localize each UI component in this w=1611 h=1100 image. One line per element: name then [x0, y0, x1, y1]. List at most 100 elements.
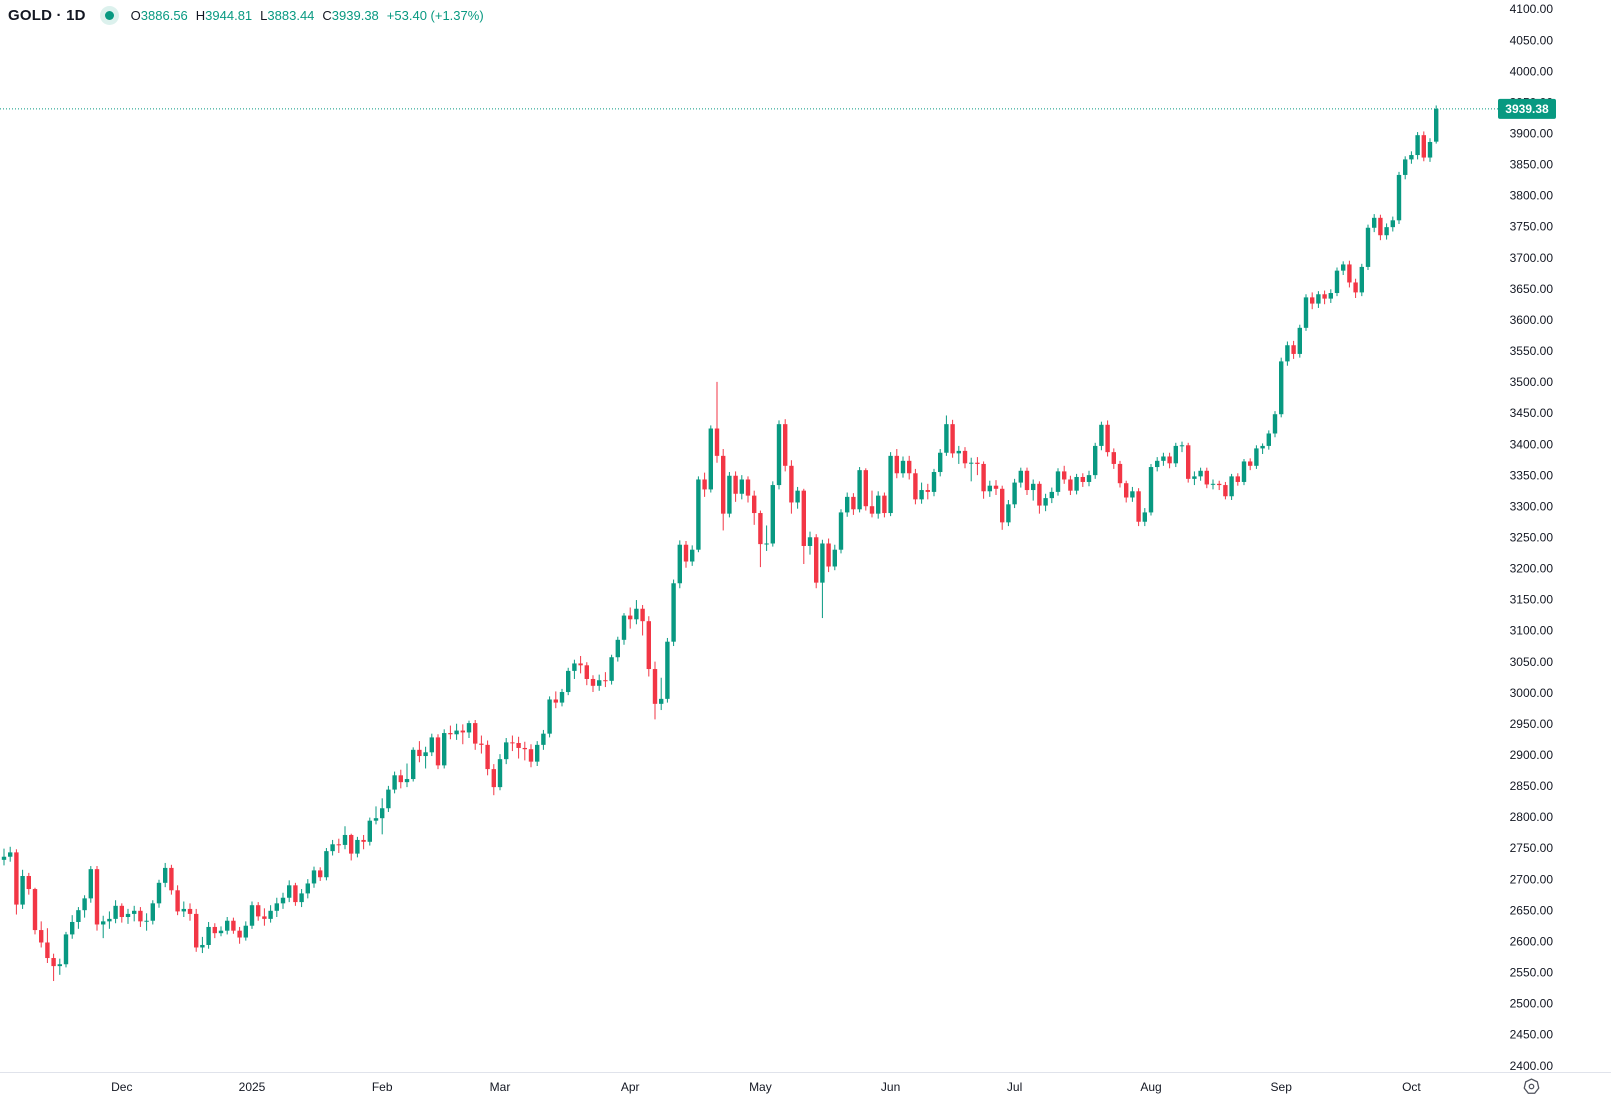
candle — [1117, 460, 1123, 488]
candle — [206, 921, 211, 949]
candle — [1316, 291, 1321, 308]
candle — [107, 911, 112, 929]
candle — [975, 457, 980, 476]
price-tick-label: 2600.00 — [1510, 934, 1554, 948]
candle — [739, 475, 744, 500]
candle — [101, 915, 106, 939]
price-axis[interactable]: 4100.004050.004000.003950.003900.003850.… — [1510, 2, 1554, 1073]
candle — [752, 490, 757, 525]
candle — [1080, 473, 1085, 487]
candle — [262, 908, 267, 926]
candle — [814, 534, 819, 589]
candle — [1378, 214, 1383, 241]
candle — [1217, 480, 1222, 491]
candle — [1365, 224, 1371, 271]
candle — [956, 445, 961, 464]
candle — [181, 901, 186, 918]
candle — [1390, 216, 1395, 232]
candle — [305, 879, 310, 899]
symbol-name: GOLD — [8, 6, 53, 24]
candle — [1396, 171, 1402, 225]
candle — [553, 691, 558, 709]
candle — [789, 460, 794, 514]
candle — [1012, 478, 1017, 509]
candle — [1130, 486, 1135, 502]
candle — [163, 862, 168, 888]
price-tick-label: 4050.00 — [1510, 33, 1554, 47]
candle — [1409, 151, 1414, 164]
chart-legend[interactable]: GOLD · 1D O3886.56 H3944.81 L3883.44 C39… — [8, 4, 484, 26]
candle — [528, 744, 534, 768]
candle — [479, 735, 484, 754]
candle — [634, 600, 639, 625]
candle — [367, 817, 372, 846]
price-tick-label: 3750.00 — [1510, 220, 1554, 234]
market-status-icon[interactable] — [104, 10, 114, 20]
candle — [535, 741, 540, 766]
candle — [714, 381, 720, 463]
candle — [1260, 443, 1265, 454]
candle — [497, 754, 503, 791]
time-tick-label: Dec — [111, 1080, 132, 1094]
candle — [1285, 341, 1290, 366]
candle — [1341, 261, 1346, 276]
gear-icon — [1523, 1077, 1539, 1094]
candle — [1353, 278, 1358, 298]
candle — [231, 917, 236, 934]
candle — [392, 771, 397, 794]
candle — [1384, 223, 1389, 240]
time-tick-label: Oct — [1402, 1080, 1421, 1094]
candle — [76, 907, 81, 929]
price-tick-label: 4000.00 — [1510, 64, 1554, 78]
candle — [1415, 132, 1420, 160]
low-value: L3883.44 — [260, 7, 315, 23]
candle — [1062, 465, 1067, 484]
candle — [411, 747, 416, 782]
candle — [70, 915, 75, 939]
candle — [442, 729, 447, 769]
price-tick-label: 3450.00 — [1510, 406, 1554, 420]
price-tick-label: 3850.00 — [1510, 158, 1554, 172]
candle — [435, 734, 441, 770]
candle — [845, 492, 850, 517]
candle — [1210, 479, 1216, 490]
price-tick-label: 2400.00 — [1510, 1059, 1554, 1073]
candle — [1322, 290, 1327, 305]
time-axis[interactable]: Dec 2025 Feb Mar Apr May Jun Jul Aug Sep Oct — [0, 1072, 1611, 1095]
axis-settings-button[interactable] — [1522, 1077, 1540, 1095]
candle — [473, 719, 478, 750]
price-tick-label: 2500.00 — [1510, 997, 1554, 1011]
price-tick-label: 3100.00 — [1510, 624, 1554, 638]
price-tick-label: 3250.00 — [1510, 530, 1554, 544]
candle — [212, 923, 217, 939]
title-separator: · — [52, 6, 67, 24]
candle — [993, 480, 999, 496]
candle — [280, 892, 286, 909]
candle — [615, 636, 620, 662]
candle — [876, 491, 881, 519]
candle — [1173, 442, 1178, 468]
candle — [1192, 471, 1197, 486]
candle — [1186, 442, 1191, 483]
candle — [783, 419, 788, 472]
candle — [373, 806, 379, 825]
candle — [14, 849, 19, 915]
candle — [1055, 468, 1061, 496]
price-tick-label: 3300.00 — [1510, 499, 1554, 513]
candle — [832, 544, 837, 571]
candle — [1266, 430, 1271, 450]
candle — [944, 415, 949, 456]
symbol-interval-title[interactable]: GOLD · 1D — [8, 7, 86, 24]
candle — [1136, 488, 1141, 527]
candle — [287, 880, 292, 903]
candle — [597, 674, 602, 691]
price-tick-label: 4100.00 — [1510, 2, 1554, 16]
candle — [355, 836, 360, 858]
price-tick-label: 3400.00 — [1510, 437, 1554, 451]
candle — [1074, 473, 1079, 495]
candle — [26, 872, 31, 895]
candle — [1241, 458, 1247, 486]
svg-text:3939.38: 3939.38 — [1505, 102, 1549, 116]
time-tick-label: Feb — [372, 1080, 393, 1094]
